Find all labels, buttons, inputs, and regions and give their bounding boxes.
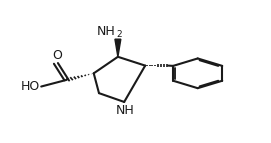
Text: NH: NH: [116, 104, 135, 117]
Text: 2: 2: [116, 30, 122, 39]
Text: NH: NH: [97, 25, 116, 37]
Text: O: O: [52, 49, 62, 62]
Text: HO: HO: [21, 80, 40, 93]
Polygon shape: [115, 39, 121, 57]
